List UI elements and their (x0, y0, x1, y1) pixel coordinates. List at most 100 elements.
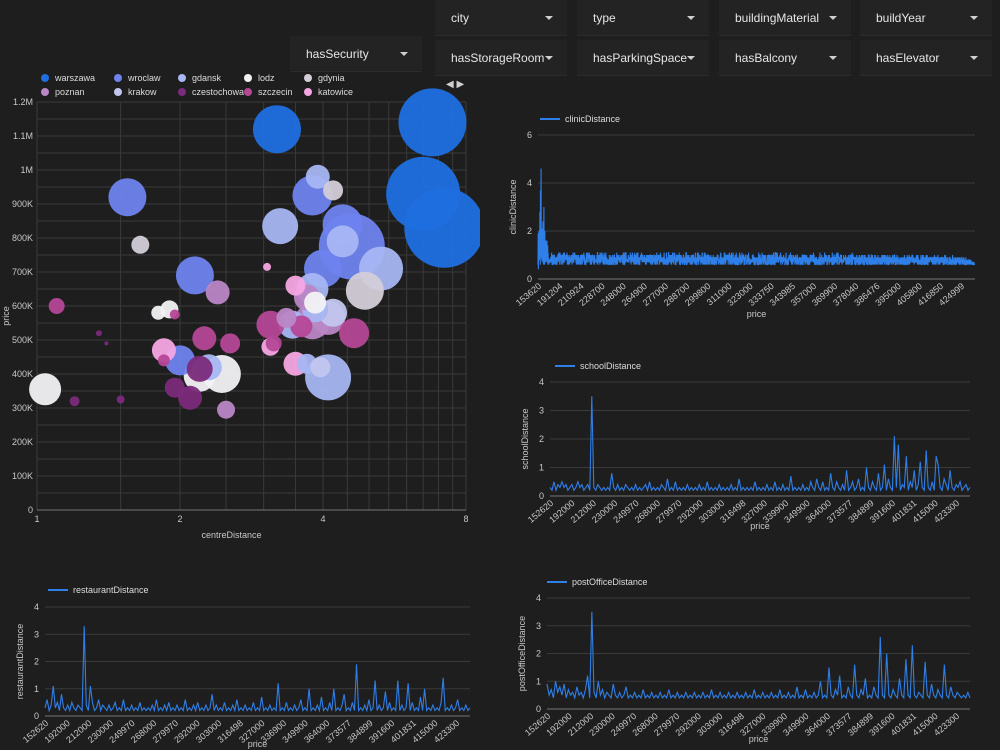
x-axis-label: price (747, 309, 767, 319)
legend-item-lodz: lodz (244, 73, 275, 83)
filter-label: buildYear (876, 10, 926, 25)
bubble-lodz (151, 305, 166, 320)
y-tick-label: 2 (539, 434, 544, 444)
y-tick-label: 3 (34, 629, 39, 639)
legend-swatch (178, 74, 186, 82)
filter-label: hasParkingSpace (593, 50, 688, 65)
post-office-distance-chart: 0123415262019200021200023000024997026800… (517, 577, 971, 744)
bubble-szczecin (157, 354, 170, 367)
x-tick-label: 1 (34, 514, 39, 524)
legend-swatch (41, 88, 49, 96)
legend-swatch (114, 74, 122, 82)
legend-item-clinicDistance: clinicDistance (540, 114, 620, 124)
filter-label: buildingMaterial (735, 10, 820, 25)
bubble-czestochowa (116, 395, 125, 404)
y-tick-label: 0 (28, 505, 33, 515)
legend-label: krakow (128, 87, 157, 97)
filter-hasParkingSpace[interactable]: hasParkingSpace (577, 40, 709, 76)
bubble-czestochowa (104, 341, 109, 346)
school-distance-chart: 0123415262019200021200023000024997026800… (520, 361, 971, 531)
y-tick-label: 4 (527, 178, 532, 188)
filter-label: hasBalcony (735, 50, 798, 65)
legend-item-gdansk: gdansk (178, 73, 222, 83)
series-line (44, 626, 471, 713)
filter-buildingMaterial[interactable]: buildingMaterial (719, 0, 851, 36)
clinic-distance-chart: 0246153620191204210924228700248000264900… (508, 114, 975, 319)
chevron-down-icon (545, 15, 553, 20)
bubble-katowice (151, 338, 176, 363)
series-line (549, 396, 971, 493)
bubble-czestochowa (178, 385, 203, 410)
x-tick-label: 8 (463, 514, 468, 524)
filter-label: city (451, 10, 469, 25)
legend-swatch (114, 88, 122, 96)
filter-city[interactable]: city (435, 0, 567, 36)
legend-item-szczecin: szczecin (244, 87, 293, 97)
bubble-chart: 0 100K 200K 300K 400K 500K 600K 700K 800K 900K 1M 1… (1, 73, 480, 540)
legend-item-poznan: poznan (41, 87, 85, 97)
bubble-wroclaw (175, 256, 214, 295)
y-tick-label: 0 (536, 704, 541, 714)
legend-item-warszawa: warszawa (41, 73, 95, 83)
x-axis-label: price (750, 521, 770, 531)
bubble-czestochowa (69, 396, 80, 407)
bubble-czestochowa (186, 355, 213, 382)
y-axis-label: clinicDistance (508, 179, 518, 234)
legend-prev-button[interactable]: ◀ (446, 79, 454, 90)
filter-hasElevator[interactable]: hasElevator (860, 40, 992, 76)
y-axis-label: schoolDistance (520, 408, 530, 469)
y-tick-label: 0 (539, 491, 544, 501)
filter-label: type (593, 10, 616, 25)
y-axis-label: restaurantDistance (15, 624, 25, 700)
bubble-gdynia (323, 180, 344, 201)
legend-item-katowice: katowice (304, 87, 353, 97)
legend-label: lodz (258, 73, 275, 83)
legend-pager[interactable]: ◀ ▶ (446, 79, 464, 90)
y-tick-label: 0 (34, 711, 39, 721)
legend-swatch (41, 74, 49, 82)
filter-hasStorageRoom[interactable]: hasStorageRoom (435, 40, 567, 76)
legend-item-restaurantDistance: restaurantDistance (48, 585, 149, 595)
y-tick-label: 1 (34, 684, 39, 694)
bubble-katowice (285, 275, 306, 296)
y-tick-label: 800K (12, 233, 33, 243)
bubble-wroclaw (108, 178, 147, 217)
y-tick-label: 2 (527, 226, 532, 236)
y-tick-label: 1 (536, 676, 541, 686)
legend-swatch (304, 74, 312, 82)
legend-label: katowice (318, 87, 353, 97)
y-tick-label: 3 (539, 406, 544, 416)
restaurant-distance-chart: 0123415262019200021200023000024997026800… (15, 585, 471, 749)
bubble-lodz (304, 291, 327, 314)
bubble-szczecin (339, 318, 370, 349)
chevron-down-icon (829, 55, 837, 60)
legend-label: postOfficeDistance (572, 577, 647, 587)
y-tick-label: 100K (12, 471, 33, 481)
y-axis-label: postOfficeDistance (517, 616, 527, 691)
x-axis-label: price (248, 739, 268, 749)
y-tick-label: 1.1M (13, 131, 33, 141)
legend-item-schoolDistance: schoolDistance (555, 361, 641, 371)
y-tick-label: 1 (539, 463, 544, 473)
bubble-czestochowa (95, 330, 102, 337)
bubble-szczecin (169, 309, 180, 320)
y-axis-label: price (1, 306, 11, 326)
y-tick-label: 600K (12, 301, 33, 311)
y-tick-label: 0 (527, 274, 532, 284)
filter-buildYear[interactable]: buildYear (860, 0, 992, 36)
y-tick-label: 2 (34, 657, 39, 667)
legend-label: poznan (55, 87, 85, 97)
x-tick-label: 2 (177, 514, 182, 524)
y-tick-label: 200K (12, 437, 33, 447)
filter-type[interactable]: type (577, 0, 709, 36)
legend-next-button[interactable]: ▶ (456, 79, 465, 90)
filter-hasBalcony[interactable]: hasBalcony (719, 40, 851, 76)
bubble-poznan (276, 307, 297, 328)
bubble-warszawa (252, 105, 301, 154)
legend-label: restaurantDistance (73, 585, 149, 595)
chevron-down-icon (400, 51, 408, 56)
bubble-gdynia (131, 235, 150, 254)
filter-hasSecurity[interactable]: hasSecurity (290, 36, 422, 72)
chevron-down-icon (545, 55, 553, 60)
series-line (546, 611, 971, 700)
